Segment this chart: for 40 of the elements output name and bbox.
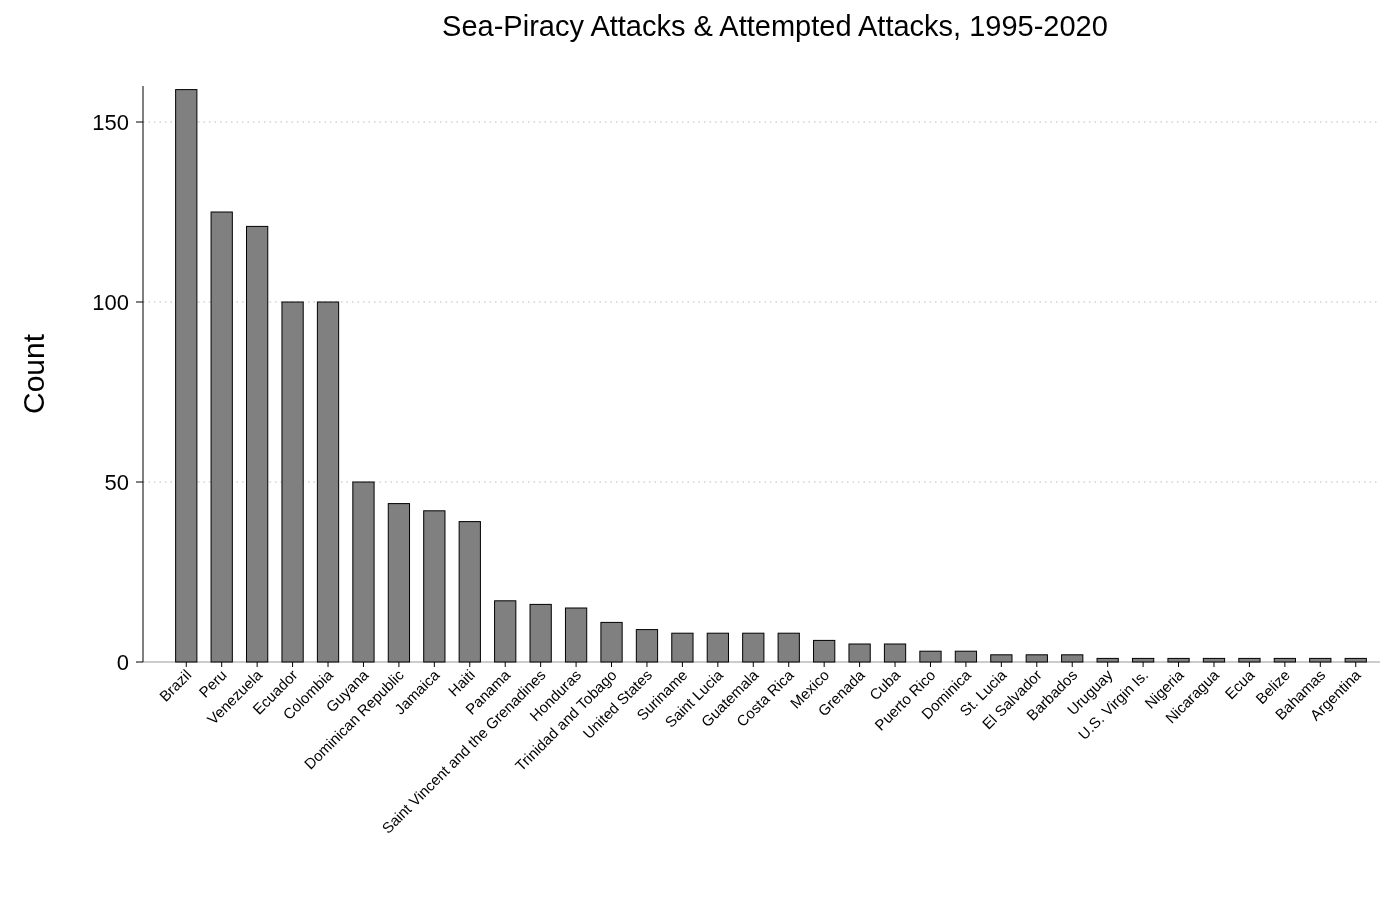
bar <box>316 301 340 663</box>
bar <box>813 639 836 663</box>
bar <box>1344 657 1367 663</box>
bar <box>1309 657 1332 663</box>
bar <box>458 521 481 663</box>
bar <box>990 654 1013 663</box>
bar <box>1131 657 1155 663</box>
bar <box>883 643 907 663</box>
bar <box>600 621 623 663</box>
bar <box>494 600 517 663</box>
bar <box>529 603 552 663</box>
bar <box>1238 657 1261 663</box>
bar <box>1061 654 1084 663</box>
bar <box>281 301 304 663</box>
bar <box>423 510 446 663</box>
bar <box>246 225 269 663</box>
bar <box>210 211 233 663</box>
y-tick-label: 100 <box>92 289 129 315</box>
bar <box>1273 657 1296 663</box>
bar <box>352 481 375 663</box>
bar <box>706 632 729 663</box>
bar <box>742 632 765 663</box>
y-tick-label: 150 <box>92 109 129 135</box>
bar <box>1096 657 1119 663</box>
bar <box>635 629 659 663</box>
bar <box>1167 657 1190 663</box>
chart-title: Sea-Piracy Attacks & Attempted Attacks, 1995-2020 <box>442 10 1108 42</box>
bar <box>564 607 588 663</box>
bar <box>387 503 411 663</box>
bar <box>848 643 871 663</box>
bar <box>175 89 198 663</box>
y-tick-label: 0 <box>116 649 129 675</box>
bar <box>919 650 942 663</box>
bar <box>1025 654 1048 663</box>
bar <box>777 632 800 663</box>
y-axis-title: Count <box>17 333 50 415</box>
bar <box>671 632 694 663</box>
y-tick-label: 50 <box>104 469 129 495</box>
bar <box>1202 657 1226 663</box>
bar <box>954 650 978 663</box>
